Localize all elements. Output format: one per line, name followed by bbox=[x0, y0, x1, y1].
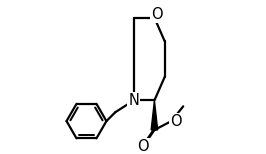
Text: O: O bbox=[151, 7, 163, 22]
Text: N: N bbox=[128, 93, 139, 108]
Text: O: O bbox=[170, 114, 182, 129]
Polygon shape bbox=[151, 100, 158, 130]
Text: O: O bbox=[138, 139, 149, 154]
